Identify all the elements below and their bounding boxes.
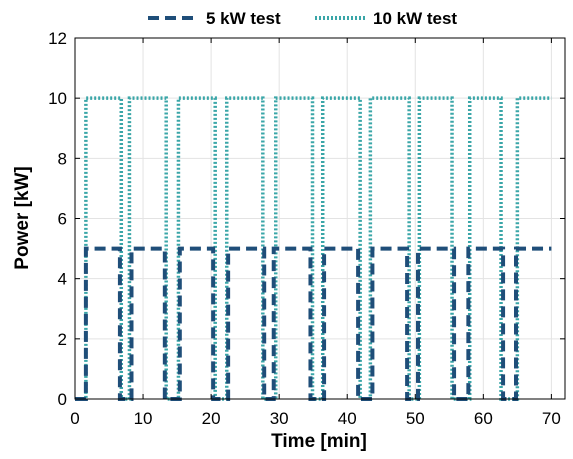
x-tick-label: 60 [474, 409, 493, 428]
x-tick-label: 40 [338, 409, 357, 428]
y-tick-labels: 0 2 4 6 8 10 12 [48, 29, 67, 409]
y-tick-label: 12 [48, 29, 67, 48]
y-tick-label: 0 [58, 390, 67, 409]
y-tick-label: 2 [58, 330, 67, 349]
legend: 5 kW test 10 kW test [148, 9, 457, 28]
y-tick-label: 8 [58, 149, 67, 168]
x-tick-labels: 0 10 20 30 40 50 60 70 [70, 409, 561, 428]
y-tick-label: 10 [48, 89, 67, 108]
y-axis-label: Power [kW] [12, 166, 33, 269]
x-tick-label: 0 [70, 409, 79, 428]
y-tick-label: 6 [58, 210, 67, 229]
y-tick-label: 4 [58, 270, 67, 289]
x-tick-label: 50 [406, 409, 425, 428]
legend-label-5kw: 5 kW test [206, 9, 281, 28]
x-tick-label: 20 [202, 409, 221, 428]
legend-label-10kw: 10 kW test [373, 9, 457, 28]
x-axis-label: Time [min] [271, 431, 367, 452]
x-tick-label: 10 [134, 409, 153, 428]
x-tick-label: 70 [542, 409, 561, 428]
axis-ticks [74, 37, 565, 400]
x-tick-label: 30 [270, 409, 289, 428]
